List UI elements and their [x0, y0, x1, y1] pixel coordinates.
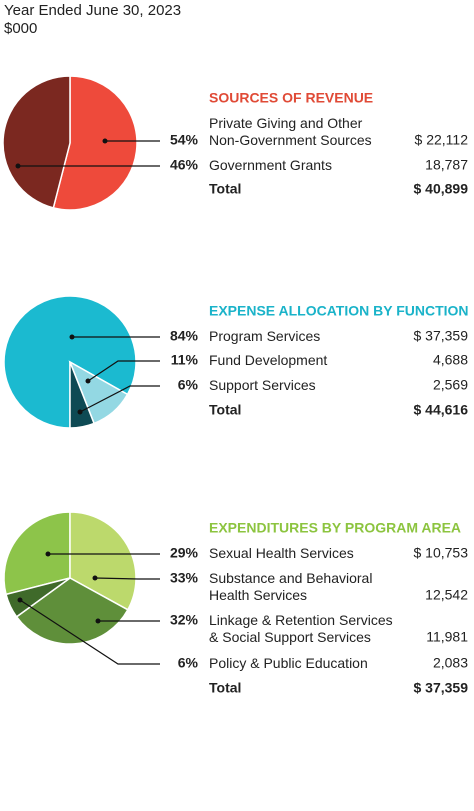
- percent-label: 33%: [170, 570, 199, 586]
- category-label: Fund Development: [209, 352, 327, 368]
- leader-dot: [85, 378, 91, 384]
- leader-line: [94, 577, 160, 580]
- amount-label: 2,083: [433, 655, 468, 671]
- category-label: Support Services: [209, 377, 316, 393]
- percent-label: 11%: [171, 352, 199, 368]
- section-title: SOURCES OF REVENUE: [209, 90, 373, 106]
- leader-dot: [77, 409, 83, 415]
- pie-slice: [52, 75, 138, 211]
- amount-label: $ 10,753: [414, 545, 469, 561]
- header-unit: $000: [4, 20, 37, 37]
- total-text: Total: [209, 181, 241, 197]
- leader-dot: [15, 163, 21, 169]
- leader-dot: [95, 618, 101, 624]
- amount-label: $ 37,359: [414, 328, 469, 344]
- leader-line: [79, 385, 160, 413]
- section-title: EXPENDITURES BY PROGRAM AREA: [209, 520, 461, 536]
- amount-label: 18,787: [425, 157, 468, 173]
- percent-label: 84%: [170, 328, 199, 344]
- pie-slice: [69, 361, 96, 429]
- pie-slice: [3, 295, 137, 429]
- section-title: EXPENSE ALLOCATION BY FUNCTION: [209, 303, 469, 319]
- leader-line: [19, 599, 160, 665]
- category-label: Government Grants: [209, 157, 332, 173]
- category-label: Private Giving and Other Non-Government S…: [209, 115, 372, 148]
- percent-label: 54%: [170, 132, 199, 148]
- leader-dot: [102, 138, 108, 144]
- total-amount: $ 40,899: [414, 181, 469, 197]
- pie-slice: [5, 577, 71, 618]
- percent-label: 6%: [178, 655, 199, 671]
- total-amount: $ 37,359: [414, 680, 469, 696]
- category-label: Program Services: [209, 328, 320, 344]
- header-title: Year Ended June 30, 2023: [4, 2, 181, 19]
- amount-label: $ 22,112: [415, 132, 469, 148]
- amount-label: 4,688: [433, 352, 468, 368]
- percent-label: 46%: [170, 157, 199, 173]
- category-label: Policy & Public Education: [209, 655, 368, 671]
- category-label: Sexual Health Services: [209, 545, 354, 561]
- percent-label: 29%: [170, 545, 199, 561]
- category-label: Substance and Behavioral Health Services: [209, 570, 372, 603]
- percent-label: 32%: [170, 612, 199, 628]
- total-amount: $ 44,616: [414, 402, 469, 418]
- pie-slice: [3, 511, 71, 596]
- leader-line: [87, 360, 160, 382]
- amount-label: 12,542: [425, 587, 468, 603]
- leader-dot: [92, 575, 98, 581]
- amount-label: 2,569: [433, 377, 468, 393]
- leader-dot: [45, 551, 51, 557]
- pie-slice: [69, 511, 137, 611]
- leader-dot: [17, 597, 23, 603]
- category-label: Linkage & Retention Services & Social Sup…: [209, 612, 393, 645]
- percent-label: 6%: [178, 377, 199, 393]
- leader-dot: [69, 334, 75, 340]
- pie-slice: [2, 75, 71, 209]
- amount-label: 11,981: [426, 629, 468, 645]
- total-text: Total: [209, 680, 241, 696]
- total-text: Total: [209, 402, 241, 418]
